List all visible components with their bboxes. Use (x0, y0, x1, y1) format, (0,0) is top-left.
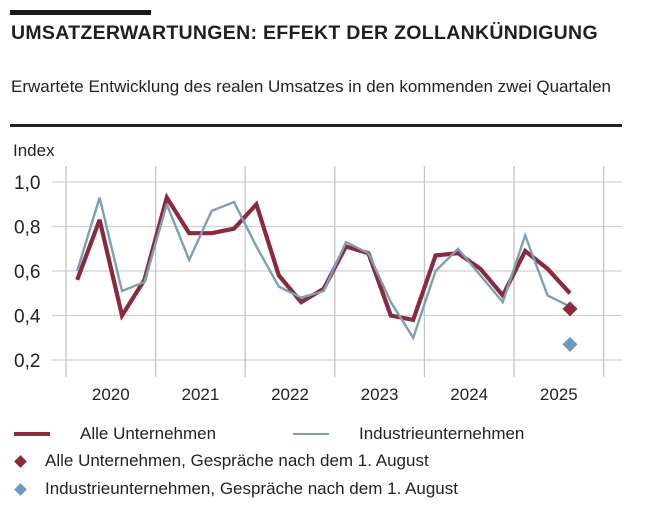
legend: Alle Unternehmen Industrieunternehmen Al… (0, 420, 646, 508)
y-axis-label: Index (13, 141, 55, 160)
legend-item-all-companies: Alle Unternehmen (14, 424, 216, 444)
x-tick-label: 2023 (361, 385, 399, 404)
legend-label: Alle Unternehmen (80, 424, 217, 443)
series-lines (75, 192, 572, 341)
chart-subtitle: Erwartete Entwicklung des realen Umsatze… (11, 77, 612, 96)
x-tick-labels: 2020 2021 2022 2023 2024 2025 (92, 385, 578, 404)
legend-line-swatch-industry (293, 432, 329, 436)
legend-label: Alle Unternehmen, Gespräche nach dem 1. … (45, 451, 429, 470)
legend-line-swatch-all (14, 432, 50, 436)
x-tick-label: 2022 (271, 385, 309, 404)
legend-label: Industrieunternehmen (359, 424, 525, 443)
header-divider (10, 124, 622, 127)
legend-item-industry: Industrieunternehmen (293, 424, 524, 444)
y-tick-label: 0,2 (14, 351, 40, 372)
legend-item-all-companies-after-august: Alle Unternehmen, Gespräche nach dem 1. … (14, 451, 429, 471)
year-dividers (65, 166, 605, 377)
y-tick-label: 0,4 (14, 307, 41, 328)
series-markers (562, 301, 578, 352)
marker-all-companies-after-august (562, 301, 578, 317)
chart-title: UMSATZERWARTUNGEN: EFFEKT DER ZOLLANKÜND… (11, 22, 598, 44)
y-tick-label: 0,8 (14, 218, 40, 239)
y-tick-labels: 1,0 0,8 0,6 0,4 0,2 (14, 173, 41, 372)
legend-item-industry-after-august: Industrieunternehmen, Gespräche nach dem… (14, 479, 458, 499)
x-tick-label: 2025 (540, 385, 578, 404)
line-chart: 1,0 0,8 0,6 0,4 0,2 2020 2021 2022 2023 2024 2025 (14, 166, 622, 404)
horizontal-gridlines (52, 181, 622, 361)
series-line-industry (76, 197, 571, 341)
diamond-icon (14, 454, 27, 468)
y-tick-label: 0,6 (14, 262, 40, 283)
y-tick-label: 1,0 (14, 173, 40, 194)
x-tick-label: 2021 (181, 385, 219, 404)
diamond-icon (14, 482, 27, 496)
x-tick-label: 2020 (92, 385, 130, 404)
x-tick-label: 2024 (450, 385, 488, 404)
marker-industry-after-august (562, 336, 578, 352)
legend-label: Industrieunternehmen, Gespräche nach dem… (45, 479, 458, 498)
title-accent-bar (10, 10, 151, 15)
